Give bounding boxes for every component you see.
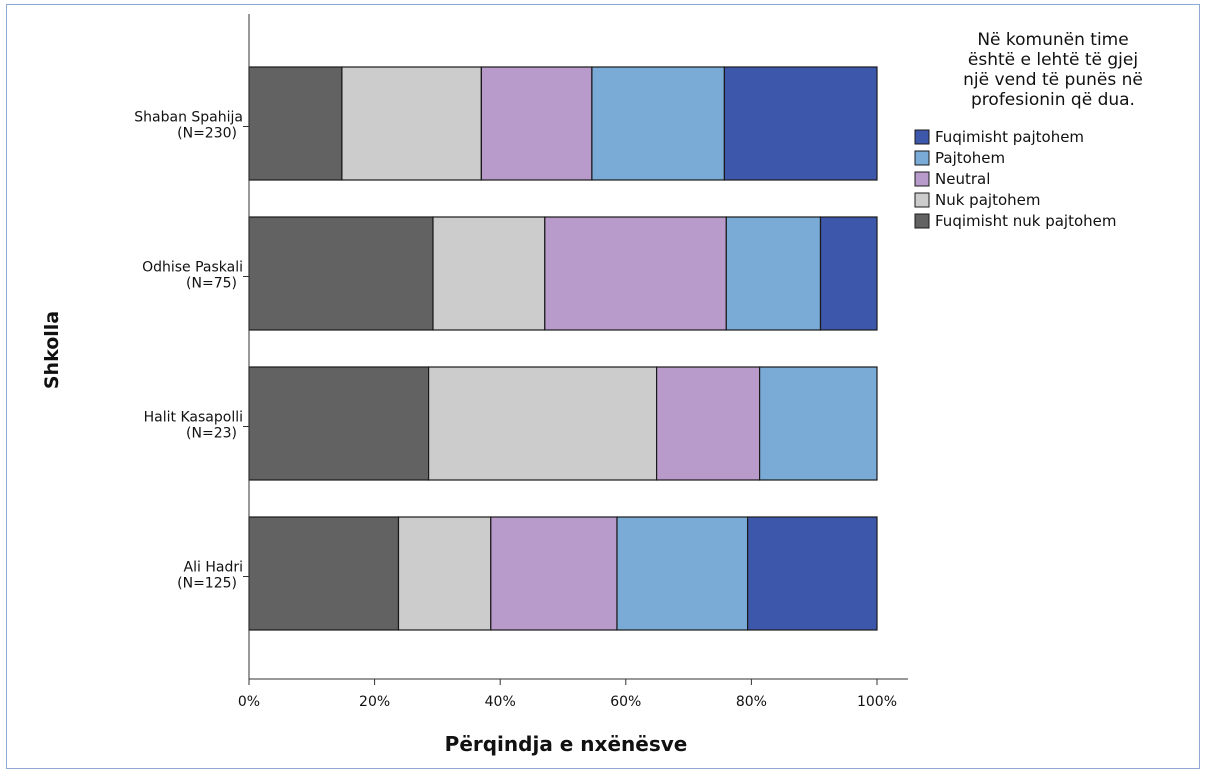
legend-label: Fuqimisht nuk pajtohem (935, 212, 1117, 230)
bar-segment (432, 216, 546, 331)
y-tick-label: Odhise Paskali (142, 260, 243, 276)
bar-segment (248, 516, 400, 631)
legend-swatch (914, 150, 930, 166)
bar-segment (591, 66, 726, 181)
legend-swatch (914, 213, 930, 229)
legend-swatch (914, 129, 930, 145)
bar-segment (746, 516, 878, 631)
x-tick-label: 40% (485, 694, 516, 710)
y-tick-count-label: (N=23) (186, 426, 237, 442)
bar-segment (341, 66, 482, 181)
y-tick-label: Halit Kasapolli (144, 410, 243, 426)
legend-title-line: është e lehtë të gjej (968, 50, 1138, 70)
y-tick-label: Ali Hadri (184, 560, 243, 576)
bar-segment (655, 366, 761, 481)
bar-segment (819, 216, 878, 331)
x-axis-label: Përqindja e nxënësve (445, 732, 688, 756)
y-tick-label: Shaban Spahija (134, 110, 243, 126)
x-tick-label: 100% (857, 694, 897, 710)
legend-title-line: një vend të punës në (963, 70, 1143, 90)
bar-segment (758, 366, 878, 481)
bar-segment (397, 516, 492, 631)
y-tick-count-label: (N=125) (177, 576, 237, 592)
legend-title-line: profesionin që dua. (971, 90, 1135, 110)
legend-swatch (914, 171, 930, 187)
legend-label: Pajtohem (935, 149, 1005, 167)
y-tick-count-label: (N=75) (186, 276, 237, 292)
bar-segment (248, 216, 434, 331)
bar-segment (723, 66, 878, 181)
legend-swatch (914, 192, 930, 208)
x-tick-label: 0% (238, 694, 260, 710)
y-tick-count-label: (N=230) (177, 126, 237, 142)
legend-label: Fuqimisht pajtohem (935, 128, 1084, 146)
bar-segment (428, 366, 658, 481)
x-tick-label: 60% (610, 694, 641, 710)
bar-segment (616, 516, 749, 631)
legend-label: Neutral (935, 170, 990, 188)
bar-segment (725, 216, 822, 331)
bar-segment (248, 366, 430, 481)
legend-label: Nuk pajtohem (935, 191, 1040, 209)
bar-segment (480, 66, 593, 181)
bar-segment (490, 516, 618, 631)
x-tick-label: 20% (359, 694, 390, 710)
legend-title-line: Në komunën time (977, 30, 1128, 50)
x-tick-label: 80% (736, 694, 767, 710)
bar-segment (248, 66, 343, 181)
y-axis-label: Shkolla (41, 311, 63, 389)
bar-segment (544, 216, 727, 331)
